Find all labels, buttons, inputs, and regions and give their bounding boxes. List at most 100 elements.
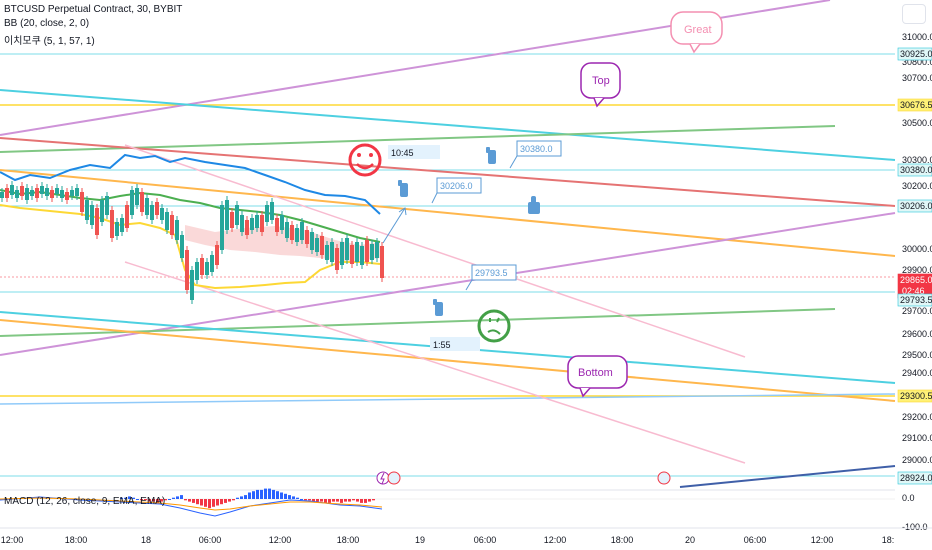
- macd-bar: [208, 499, 211, 509]
- settings-button[interactable]: [902, 4, 926, 24]
- macd-bar: [372, 499, 375, 501]
- callout-top[interactable]: Top: [580, 62, 621, 108]
- macd-bar: [168, 499, 171, 500]
- macd-histogram: [120, 488, 375, 509]
- macd-bar: [328, 499, 331, 503]
- candle-body: [30, 190, 34, 196]
- macd-bar: [256, 489, 259, 499]
- macd-bar: [296, 497, 299, 499]
- time-axis[interactable]: 12:00 18:00 18 06:00 12:00 18:00 19 06:00 12:00 1…: [1, 535, 895, 545]
- candle-body: [170, 215, 174, 235]
- callout-great[interactable]: Great: [670, 11, 723, 54]
- macd-bar: [132, 497, 135, 499]
- macd-bar: [192, 499, 195, 503]
- macd-bar: [148, 499, 151, 502]
- price-tag: [897, 471, 932, 485]
- price-axis-label: 30300.0: [902, 155, 932, 165]
- candle-body: [300, 222, 304, 240]
- candle-body: [225, 200, 229, 230]
- macd-bar: [164, 499, 167, 501]
- macd-bar: [356, 499, 359, 502]
- macd-bar: [244, 495, 247, 499]
- candle-body: [310, 232, 314, 250]
- trend-lines[interactable]: [0, 0, 896, 488]
- time-axis-label: 20: [685, 535, 695, 545]
- price-axis-label: 29400.0: [902, 368, 932, 378]
- macd-bar: [204, 499, 207, 507]
- price-tag: [897, 389, 932, 403]
- thumbs-up-icon[interactable]: [528, 196, 540, 214]
- price-axis-label: 29000.0: [902, 455, 932, 465]
- candle-body: [175, 220, 179, 240]
- candles: [0, 181, 384, 304]
- candle-body: [5, 188, 9, 198]
- candle-body: [0, 192, 4, 198]
- svg-text:30380.0: 30380.0: [520, 144, 553, 154]
- lightning-event-icon[interactable]: [376, 471, 390, 485]
- macd-bar: [196, 499, 199, 505]
- confused-face-icon[interactable]: [477, 309, 511, 343]
- candle-body: [120, 218, 124, 232]
- price-axis-label: 30800.0: [902, 57, 932, 67]
- time-axis-label: 06:00: [744, 535, 767, 545]
- price-callout-29793[interactable]: 29793.5: [465, 264, 517, 291]
- candle-body: [35, 188, 39, 198]
- smiley-icon[interactable]: [348, 143, 382, 177]
- macd-bar: [140, 499, 143, 501]
- price-tag: [897, 199, 932, 213]
- macd-bar: [176, 496, 179, 499]
- flag-event-icon[interactable]: [657, 471, 671, 485]
- macd-bar: [276, 491, 279, 499]
- candle-body: [275, 218, 279, 232]
- candle-body: [200, 258, 204, 275]
- time-axis-label: 19: [415, 535, 425, 545]
- candle-body: [145, 198, 149, 215]
- price-axis-label: 29200.0: [902, 412, 932, 422]
- countdown-label: 02:46: [902, 286, 925, 296]
- projection-arrows: [382, 207, 407, 244]
- pointing-hand-icon[interactable]: [433, 299, 443, 316]
- candle-body: [345, 238, 349, 260]
- candle-body: [365, 240, 369, 262]
- candle-body: [90, 205, 94, 225]
- flag-event-icon[interactable]: [387, 471, 401, 485]
- candle-body: [305, 230, 309, 244]
- macd-bar: [316, 499, 319, 502]
- horizontal-levels: [0, 53, 895, 477]
- candle-body: [285, 222, 289, 238]
- svg-text:Top: Top: [592, 75, 610, 87]
- candle-body: [100, 200, 104, 222]
- macd-bar: [252, 491, 255, 499]
- candle-body: [165, 212, 169, 230]
- macd-bar: [236, 497, 239, 499]
- candle-body: [255, 215, 259, 228]
- callout-bottom[interactable]: Bottom: [567, 355, 628, 398]
- macd-bar: [184, 499, 187, 501]
- price-callout-30380[interactable]: 30380.0: [509, 140, 562, 169]
- pointing-hand-icon[interactable]: [398, 180, 408, 197]
- bollinger-bands: [0, 153, 381, 290]
- macd-bar: [260, 489, 263, 499]
- candle-body: [135, 188, 139, 205]
- price-tag: [897, 98, 932, 112]
- macd-bar: [224, 499, 227, 503]
- macd-legend: MACD (12, 26, close, 9, EMA, EMA): [4, 496, 166, 507]
- candle-body: [105, 196, 109, 215]
- price-callout-30206[interactable]: 30206.0: [431, 177, 482, 204]
- macd-bar: [280, 492, 283, 499]
- svg-text:30206.0: 30206.0: [440, 181, 473, 191]
- pointing-hand-icon[interactable]: [486, 147, 496, 164]
- macd-bar: [336, 499, 339, 502]
- macd-bar: [180, 495, 183, 499]
- candle-body: [295, 228, 299, 242]
- macd-bar: [128, 496, 131, 499]
- candle-body: [360, 246, 364, 265]
- macd-bar: [352, 499, 355, 501]
- macd-bar: [320, 499, 323, 502]
- macd-bar: [248, 492, 251, 499]
- svg-text:Bottom: Bottom: [578, 367, 613, 379]
- svg-text:29793.5: 29793.5: [475, 268, 508, 278]
- price-axis-label: 29600.0: [902, 329, 932, 339]
- price-tag-label: 28924.0: [900, 473, 932, 483]
